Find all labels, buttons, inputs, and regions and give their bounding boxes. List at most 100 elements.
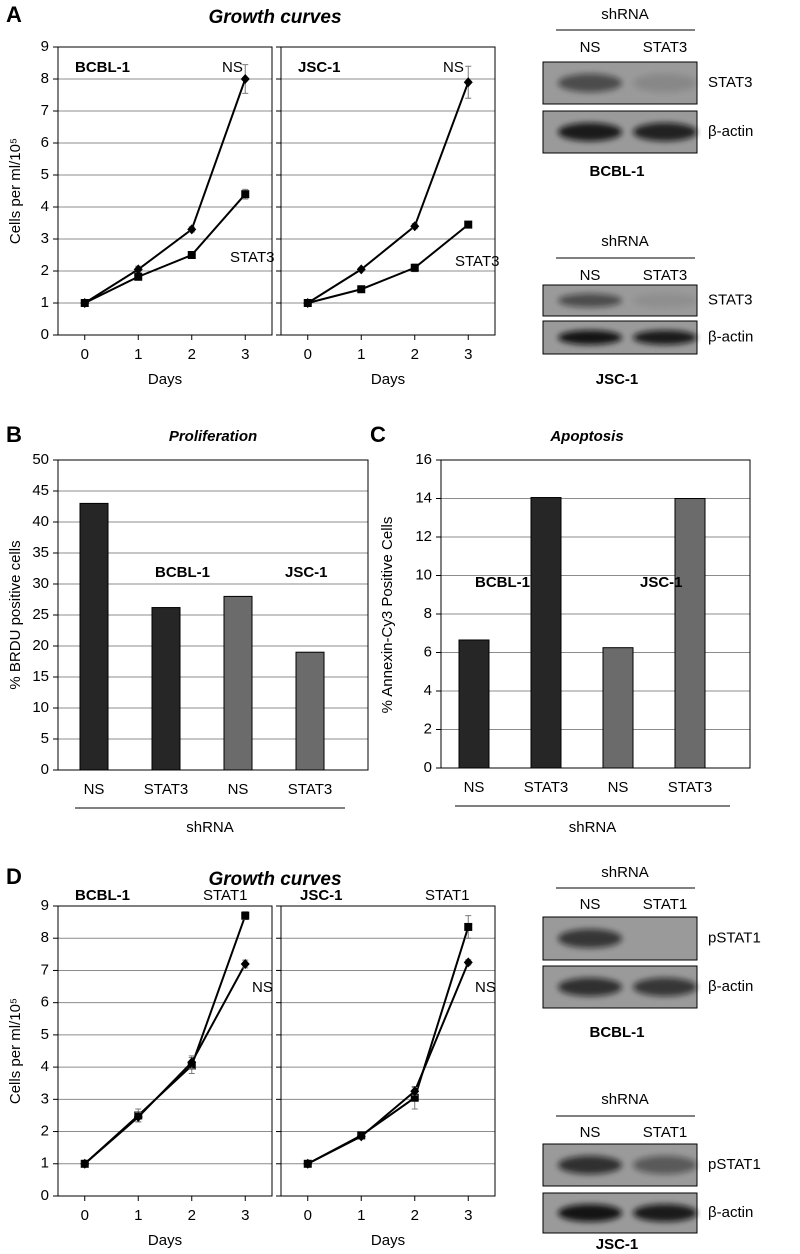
blot-band (633, 977, 697, 997)
bar (223, 595, 253, 771)
x-tick-label: 0 (304, 346, 312, 363)
x-axis-label: Days (148, 1232, 182, 1249)
bar (530, 497, 562, 769)
panel-title: Growth curves (208, 7, 341, 28)
marker (410, 221, 420, 232)
plot-frame (57, 459, 369, 771)
blot-cell-line: BCBL-1 (590, 1024, 645, 1041)
panel-label: C (370, 422, 386, 447)
blot-row-label: STAT3 (708, 74, 752, 91)
blot-row-label: pSTAT1 (708, 929, 761, 946)
marker (410, 263, 419, 272)
blot-band (633, 330, 697, 345)
blot-band (558, 977, 622, 997)
x-axis-label: Days (371, 371, 405, 388)
marker (133, 1112, 143, 1123)
lane-label: NS (580, 1124, 601, 1141)
blot-row-label: β-actin (708, 123, 753, 140)
bar (602, 647, 634, 769)
y-tick-label: 40 (32, 513, 49, 530)
bar (79, 502, 109, 771)
blot-row-label: β-actin (708, 1204, 753, 1221)
marker (240, 74, 250, 84)
x-tick-label: NS (84, 781, 105, 798)
y-axis-label: Cells per ml/10⁵ (7, 998, 24, 1104)
series-line (307, 926, 470, 1165)
panel-label: D (6, 864, 22, 889)
y-tick-label: 50 (32, 451, 49, 468)
y-tick-label: 7 (41, 102, 49, 119)
blot-band (558, 122, 622, 142)
marker (410, 1086, 420, 1097)
x-tick-label: STAT3 (144, 781, 188, 798)
blot-row-label: β-actin (708, 978, 753, 995)
y-tick-label: 30 (32, 575, 49, 592)
blot-header: shRNA (601, 6, 649, 23)
x-tick-label: 3 (464, 1207, 472, 1224)
series-label: NS (475, 979, 496, 996)
y-tick-label: 5 (41, 166, 49, 183)
blot-cell-line: JSC-1 (596, 371, 639, 388)
blot-band (558, 73, 622, 93)
y-tick-label: 8 (41, 929, 49, 946)
series-line (84, 963, 247, 1165)
y-tick-label: 16 (415, 451, 432, 468)
cell-line-label: JSC-1 (298, 59, 341, 76)
x-tick-label: 2 (188, 346, 196, 363)
x-tick-label: 0 (81, 346, 89, 363)
marker (303, 299, 312, 307)
y-tick-label: 20 (32, 637, 49, 654)
lane-label: NS (580, 896, 601, 913)
bar (458, 639, 490, 769)
x-tick-label: 1 (134, 1207, 142, 1224)
y-tick-label: 3 (41, 1090, 49, 1107)
lane-label: STAT1 (643, 1124, 687, 1141)
cell-line-label: BCBL-1 (75, 59, 130, 76)
plot-frame (57, 905, 273, 1197)
group-label: shRNA (569, 819, 617, 836)
blot-band (633, 1155, 697, 1175)
blot-band (558, 929, 622, 948)
y-tick-label: 6 (41, 994, 49, 1011)
marker (357, 285, 366, 294)
plot-frame (440, 459, 751, 769)
x-tick-label: STAT3 (524, 779, 568, 796)
series-label: NS (252, 979, 273, 996)
marker (464, 922, 473, 931)
marker (241, 190, 250, 199)
y-tick-label: 14 (415, 489, 432, 506)
marker (356, 264, 366, 275)
blot-header: shRNA (601, 1091, 649, 1108)
lane-label: NS (580, 267, 601, 284)
marker (134, 272, 143, 281)
chart-title: Proliferation (169, 428, 257, 445)
blot-band (633, 73, 697, 93)
y-tick-label: 0 (41, 761, 49, 778)
x-tick-label: 1 (357, 346, 365, 363)
lane-label: STAT3 (643, 39, 687, 56)
x-tick-label: NS (228, 781, 249, 798)
panel-title: Growth curves (208, 869, 341, 890)
x-tick-label: 3 (241, 346, 249, 363)
cell-line-label: BCBL-1 (475, 574, 530, 591)
blot-band (558, 293, 622, 308)
y-tick-label: 9 (41, 38, 49, 55)
series-line (307, 962, 470, 1165)
chart-title: Apoptosis (549, 428, 623, 445)
y-tick-label: 8 (424, 605, 432, 622)
plot-frame (280, 46, 496, 336)
y-tick-label: 6 (424, 643, 432, 660)
y-tick-label: 10 (32, 699, 49, 716)
y-tick-label: 3 (41, 230, 49, 247)
y-tick-label: 10 (415, 566, 432, 583)
x-tick-label: 2 (188, 1207, 196, 1224)
y-tick-label: 25 (32, 606, 49, 623)
marker (133, 264, 143, 275)
y-tick-label: 2 (424, 720, 432, 737)
marker (463, 957, 473, 968)
x-tick-label: 2 (411, 1207, 419, 1224)
y-tick-label: 9 (41, 897, 49, 914)
panel-label: A (6, 2, 22, 27)
series-line (307, 223, 469, 304)
